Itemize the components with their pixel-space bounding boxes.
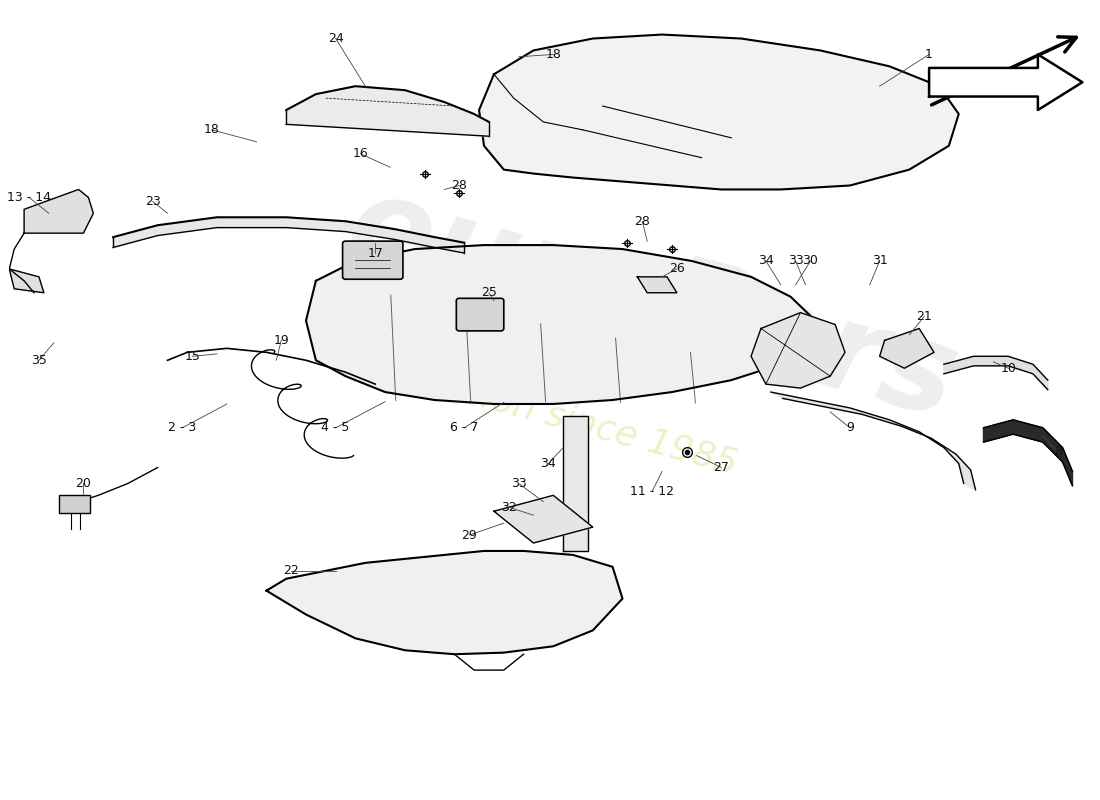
Text: 25: 25 bbox=[481, 286, 497, 299]
Polygon shape bbox=[944, 356, 1048, 390]
Text: 35: 35 bbox=[31, 354, 47, 366]
Polygon shape bbox=[286, 86, 490, 136]
Text: 22: 22 bbox=[284, 564, 299, 578]
Text: 23: 23 bbox=[145, 195, 161, 208]
Text: 20: 20 bbox=[76, 477, 91, 490]
FancyBboxPatch shape bbox=[456, 298, 504, 331]
Polygon shape bbox=[494, 495, 593, 543]
Polygon shape bbox=[113, 218, 464, 253]
Polygon shape bbox=[880, 329, 934, 368]
FancyBboxPatch shape bbox=[342, 241, 403, 279]
Text: 19: 19 bbox=[274, 334, 289, 347]
Text: 18: 18 bbox=[546, 48, 561, 61]
Bar bbox=[58, 495, 90, 513]
Text: 28: 28 bbox=[451, 179, 468, 192]
Text: 11 - 12: 11 - 12 bbox=[630, 485, 674, 498]
Text: 21: 21 bbox=[916, 310, 932, 323]
Text: a passion since 1985: a passion since 1985 bbox=[365, 350, 741, 482]
Text: 24: 24 bbox=[328, 32, 343, 45]
Text: euroPars: euroPars bbox=[334, 166, 970, 444]
Text: 1: 1 bbox=[925, 48, 933, 61]
Text: 27: 27 bbox=[714, 461, 729, 474]
Polygon shape bbox=[983, 420, 1072, 486]
Polygon shape bbox=[771, 392, 976, 490]
Text: 33: 33 bbox=[510, 477, 527, 490]
Text: 26: 26 bbox=[669, 262, 685, 275]
Polygon shape bbox=[480, 34, 959, 190]
Text: 34: 34 bbox=[540, 457, 557, 470]
Text: 8: 8 bbox=[1054, 445, 1062, 458]
Polygon shape bbox=[9, 269, 44, 293]
Polygon shape bbox=[306, 245, 815, 404]
Text: 9: 9 bbox=[846, 422, 854, 434]
Text: 15: 15 bbox=[185, 350, 200, 363]
Text: 30: 30 bbox=[803, 254, 818, 267]
Text: 28: 28 bbox=[635, 214, 650, 228]
Text: 10: 10 bbox=[1000, 362, 1016, 374]
Text: 17: 17 bbox=[367, 246, 383, 259]
Text: 2 - 3: 2 - 3 bbox=[168, 422, 197, 434]
Text: 16: 16 bbox=[352, 147, 368, 160]
Polygon shape bbox=[637, 277, 676, 293]
Text: 34: 34 bbox=[758, 254, 773, 267]
Text: 13 - 14: 13 - 14 bbox=[7, 191, 51, 204]
Text: 32: 32 bbox=[500, 501, 517, 514]
Polygon shape bbox=[751, 313, 845, 388]
Text: 6 - 7: 6 - 7 bbox=[450, 422, 478, 434]
Text: 31: 31 bbox=[872, 254, 888, 267]
Text: 4 - 5: 4 - 5 bbox=[321, 422, 350, 434]
Text: 29: 29 bbox=[461, 529, 477, 542]
Polygon shape bbox=[266, 551, 623, 654]
Text: 18: 18 bbox=[205, 123, 220, 136]
Polygon shape bbox=[563, 416, 587, 551]
Text: 33: 33 bbox=[788, 254, 803, 267]
Polygon shape bbox=[24, 190, 94, 233]
Polygon shape bbox=[930, 54, 1082, 110]
